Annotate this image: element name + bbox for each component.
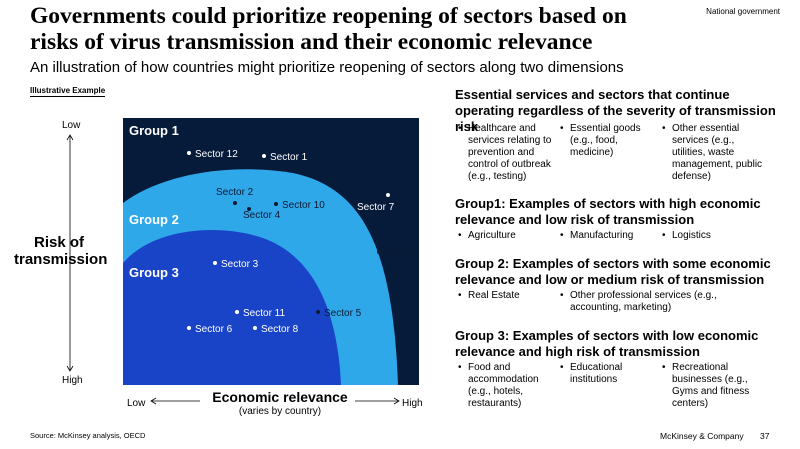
y-axis-arrow: [66, 134, 74, 372]
sector-5-dot: [316, 310, 320, 314]
x-axis-high-label: High: [402, 398, 423, 409]
sector-11-dot: [235, 310, 239, 314]
page-subtitle: An illustration of how countries might p…: [30, 59, 624, 76]
sector-3-dot: [213, 261, 217, 265]
group2-bullet-2: Other professional services (e.g., accou…: [560, 290, 755, 314]
group1-heading: Group1: Examples of sectors with high ec…: [455, 196, 761, 227]
x-axis-arrow-left: [150, 397, 400, 405]
sector-3-label: Sector 3: [221, 259, 259, 270]
illustrative-label: Illustrative Example: [30, 86, 106, 97]
group3-bullet-2: Educational institutions: [560, 362, 660, 386]
group3-heading: Group 3: Examples of sectors with low ec…: [455, 328, 759, 359]
group3-bullet-1: Food and accommodation (e.g., hotels, re…: [458, 362, 560, 410]
sector-8-label: Sector 8: [261, 324, 299, 335]
sector-10-dot: [274, 202, 278, 206]
sector-1-label: Sector 1: [270, 152, 308, 163]
source-note: Source: McKinsey analysis, OECD: [30, 431, 146, 440]
sector-7-dot: [386, 193, 390, 197]
sector-2-dot: [233, 201, 237, 205]
group2-heading: Group 2: Examples of sectors with some e…: [455, 256, 771, 287]
group2-bullet-1: Real Estate: [458, 290, 560, 302]
essential-bullet-2: Essential goods (e.g., food, medicine): [560, 123, 660, 159]
group1-bullet-3: Logistics: [662, 230, 764, 242]
sector-4-label: Sector 4: [243, 210, 281, 221]
sector-6-label: Sector 6: [195, 324, 233, 335]
sector-11-label: Sector 11: [243, 308, 285, 319]
sector-9-dot: [377, 250, 381, 254]
brand-footer: McKinsey & Company: [660, 431, 744, 441]
group-3-label: Group 3: [129, 265, 179, 280]
sector-1-dot: [262, 154, 266, 158]
sector-7-label: Sector 7: [357, 202, 395, 213]
x-axis-title: Economic relevance: [212, 389, 348, 405]
category-tag: National government: [706, 7, 780, 16]
sector-5-label: Sector 5: [324, 308, 362, 319]
essential-heading: Essential services and sectors that cont…: [455, 87, 776, 134]
sector-9-number: 9: [385, 260, 391, 271]
sector-6-dot: [187, 326, 191, 330]
group1-bullet-2: Manufacturing: [560, 230, 662, 242]
sector-9-label: Sector: [385, 248, 415, 259]
y-axis-title: Risk of transmission: [14, 234, 108, 268]
sector-2-label: Sector 2: [216, 187, 254, 198]
sector-8-dot: [253, 326, 257, 330]
group1-bullet-1: Agriculture: [458, 230, 560, 242]
sector-10-label: Sector 10: [282, 200, 325, 211]
sector-4-dot: [247, 207, 251, 211]
group3-bullet-3: Recreational businesses (e.g., Gyms and …: [662, 362, 772, 410]
group-2-label: Group 2: [129, 212, 179, 227]
x-axis-low-label: Low: [127, 398, 146, 409]
x-axis-subtitle: (varies by country): [238, 406, 322, 417]
essential-bullet-3: Other essential services (e.g., utilitie…: [662, 123, 767, 183]
page-title: Governments could prioritize reopening o…: [30, 3, 627, 55]
risk-relevance-diagram: Group 1 Group 2 Group 3 Sector 12 Sector…: [123, 118, 419, 385]
y-axis-low-label: Low: [62, 120, 81, 131]
y-axis-high-label: High: [62, 375, 83, 386]
page-number: 37: [760, 431, 770, 441]
group-3-region: [123, 230, 341, 385]
sector-12-label: Sector 12: [195, 149, 238, 160]
sector-12-dot: [187, 151, 191, 155]
group-1-label: Group 1: [129, 123, 179, 138]
essential-bullet-1: Healthcare and services relating to prev…: [458, 123, 560, 183]
